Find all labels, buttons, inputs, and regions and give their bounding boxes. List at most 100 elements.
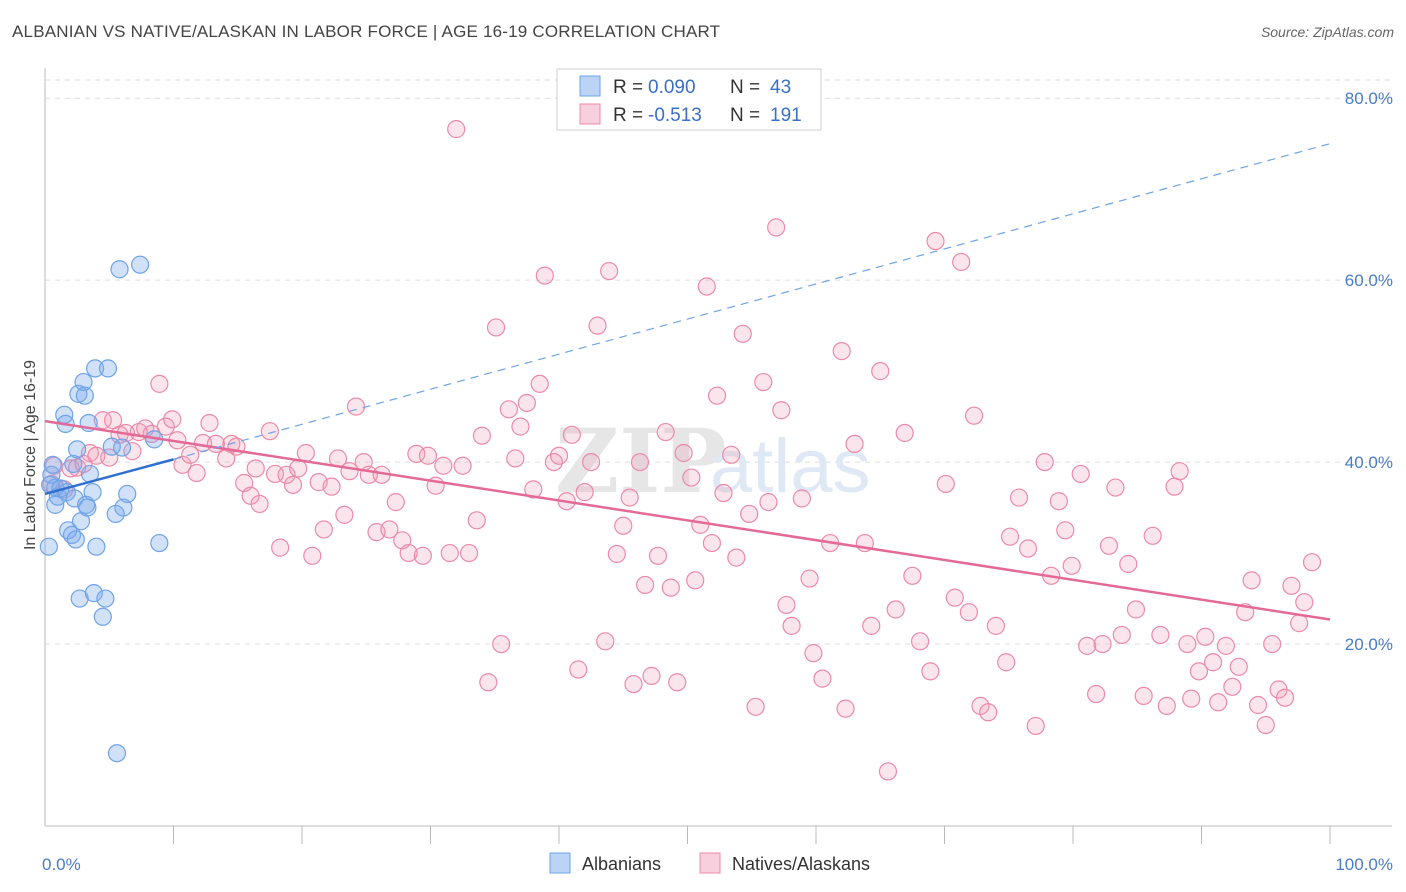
native-point xyxy=(582,452,601,472)
native-point xyxy=(499,400,518,419)
watermark-zip: ZIP xyxy=(555,409,727,513)
native-point xyxy=(767,218,786,237)
native-point xyxy=(575,483,594,502)
native-point xyxy=(459,543,479,563)
native-point xyxy=(289,459,308,478)
native-point xyxy=(1151,625,1170,645)
legend-r-label: R = xyxy=(613,105,643,126)
native-point xyxy=(1275,688,1295,707)
native-point xyxy=(936,474,955,494)
x-tick-label: 100.0% xyxy=(1335,855,1393,874)
y-tick-label: 80.0% xyxy=(1345,89,1393,108)
albanian-point xyxy=(84,584,103,603)
native-point xyxy=(733,324,752,343)
native-point xyxy=(562,425,581,444)
native-point xyxy=(418,446,438,465)
native-point xyxy=(754,372,773,392)
native-point xyxy=(322,477,341,496)
albanian-point xyxy=(39,537,58,556)
albanian-point xyxy=(86,359,105,378)
native-point xyxy=(759,493,778,512)
albanian-point xyxy=(93,607,112,626)
native-point xyxy=(1000,527,1020,546)
native-point xyxy=(845,434,864,454)
native-point xyxy=(163,410,182,429)
native-point xyxy=(600,261,619,281)
native-point xyxy=(702,533,722,553)
legend-box: R = 0.090 N = 43 R = -0.513 N = 191 xyxy=(556,68,822,131)
legend-n-value: 191 xyxy=(770,105,802,126)
albanian-point xyxy=(74,372,93,392)
native-point xyxy=(380,520,399,539)
native-point xyxy=(630,452,650,472)
native-point xyxy=(479,673,498,692)
native-point xyxy=(813,669,832,688)
native-point xyxy=(467,511,486,530)
native-point xyxy=(440,543,459,563)
native-point xyxy=(1302,553,1322,572)
native-point xyxy=(123,442,142,461)
native-point xyxy=(1009,488,1029,507)
native-point xyxy=(1203,653,1223,672)
native-point xyxy=(260,422,279,441)
native-point xyxy=(1026,716,1045,736)
albanian-point xyxy=(78,498,97,517)
native-point xyxy=(399,543,418,563)
native-point xyxy=(1248,695,1268,715)
native-point xyxy=(782,616,801,635)
native-point xyxy=(648,546,668,565)
y-tick-label: 60.0% xyxy=(1345,271,1393,290)
native-point xyxy=(386,493,405,512)
native-point xyxy=(492,634,511,654)
native-point xyxy=(792,489,811,508)
albanian-point xyxy=(65,489,84,508)
albanian-point xyxy=(69,384,88,403)
albanian-trend-line xyxy=(44,458,174,496)
bottom-legend-label: Albanians xyxy=(582,854,661,874)
albanian-point xyxy=(87,537,106,556)
native-point xyxy=(1018,539,1038,558)
native-point xyxy=(746,697,765,716)
native-point xyxy=(1282,576,1301,595)
native-point xyxy=(1182,689,1201,708)
albanian-point xyxy=(83,483,102,502)
native-point xyxy=(283,475,303,494)
native-point xyxy=(246,459,265,478)
native-point xyxy=(277,465,296,484)
native-point xyxy=(878,762,898,781)
native-point xyxy=(777,595,796,615)
bottom-legend-swatch xyxy=(549,852,571,874)
native-trend-line xyxy=(44,419,1331,621)
native-point xyxy=(187,463,206,483)
bottom-legend-swatch xyxy=(699,852,721,874)
native-point xyxy=(1196,627,1215,646)
native-point xyxy=(697,277,716,296)
native-point xyxy=(524,480,543,499)
native-point xyxy=(661,578,680,597)
bottom-legend-label: Natives/Alaskans xyxy=(732,854,870,874)
native-point xyxy=(1119,554,1138,574)
albanian-point xyxy=(64,454,83,474)
native-point xyxy=(722,445,741,464)
native-point xyxy=(1157,696,1176,716)
native-point xyxy=(200,413,219,433)
native-point xyxy=(1049,492,1068,511)
native-point xyxy=(836,699,855,718)
native-point xyxy=(296,443,315,463)
albanian-point xyxy=(75,386,94,405)
y-tick-label: 40.0% xyxy=(1345,453,1393,472)
native-point xyxy=(1062,556,1081,575)
native-point xyxy=(1134,686,1153,706)
legend-r-label: R = xyxy=(613,77,643,98)
native-point xyxy=(511,417,530,436)
native-point xyxy=(549,446,569,465)
native-point xyxy=(895,423,914,443)
native-point xyxy=(1290,614,1309,633)
legend-n-label: N = xyxy=(730,77,760,98)
native-point xyxy=(535,266,554,285)
albanian-trend-extension xyxy=(173,143,1331,460)
native-point xyxy=(413,546,432,565)
native-point xyxy=(926,231,945,251)
native-point xyxy=(173,455,192,474)
native-point xyxy=(804,644,823,663)
